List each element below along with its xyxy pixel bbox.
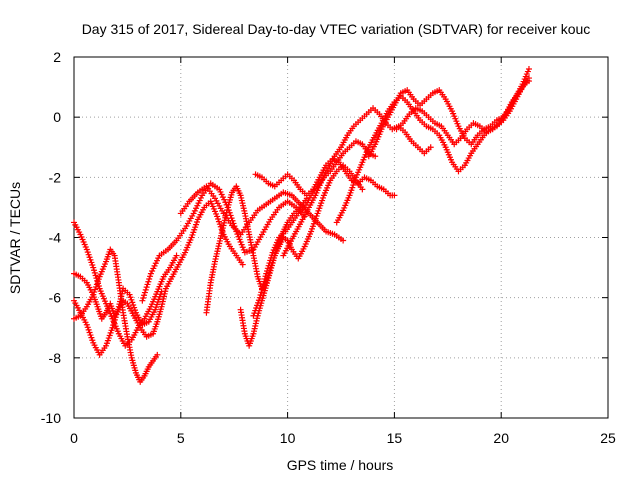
data-point (110, 322, 117, 329)
data-point (114, 308, 121, 315)
x-tick-label: 20 (493, 430, 509, 446)
y-tick-label: -8 (49, 350, 62, 366)
data-point (261, 275, 268, 282)
data-point (239, 261, 246, 268)
data-point (260, 281, 267, 288)
y-tick-label: -6 (49, 290, 62, 306)
data-point (115, 306, 122, 313)
y-tick-label: 0 (53, 109, 61, 125)
data-point (92, 272, 99, 279)
data-point (264, 267, 271, 274)
data-point (91, 269, 98, 276)
data-point (268, 254, 275, 261)
data-point (372, 153, 379, 160)
data-point (262, 273, 269, 280)
tick-labels: 0 5 10 15 20 25 -10 -8 -6 -4 -2 0 2 (41, 49, 616, 446)
data-point (239, 244, 246, 251)
chart-title: Day 315 of 2017, Sidereal Day-to-day VTE… (82, 21, 591, 37)
y-axis-label: SDTVAR / TECUs (7, 182, 23, 294)
x-tick-label: 5 (177, 430, 185, 446)
data-point (525, 78, 532, 85)
data-points (71, 66, 532, 385)
data-point (259, 283, 266, 290)
data-point (144, 281, 151, 288)
x-tick-label: 10 (280, 430, 296, 446)
data-point (238, 241, 245, 248)
data-point (263, 270, 270, 277)
data-point (109, 324, 116, 331)
data-point (139, 297, 146, 304)
data-point (258, 286, 265, 293)
data-point (268, 252, 275, 259)
data-point (147, 273, 154, 280)
data-point (91, 267, 98, 274)
data-point (258, 289, 265, 296)
data-point (90, 264, 97, 271)
data-point (142, 286, 149, 293)
data-point (261, 278, 268, 285)
x-tick-label: 15 (387, 430, 403, 446)
data-point (140, 294, 147, 301)
data-point (146, 276, 153, 283)
data-point (173, 252, 180, 259)
x-tick-label: 25 (600, 430, 616, 446)
data-point (266, 260, 273, 267)
data-point (240, 246, 247, 253)
data-point (340, 237, 347, 244)
data-point (236, 236, 243, 243)
y-tick-label: -10 (41, 410, 61, 426)
data-point (264, 265, 271, 272)
data-point (112, 314, 119, 321)
data-point (113, 311, 120, 318)
data-point (143, 284, 150, 291)
data-point (257, 291, 264, 298)
data-point (154, 351, 161, 358)
axis-ticks (73, 56, 609, 419)
data-point (265, 262, 272, 269)
x-axis-label: GPS time / hours (287, 457, 394, 473)
x-tick-label: 0 (70, 430, 78, 446)
data-point (267, 257, 274, 264)
data-point (111, 316, 118, 323)
data-point (525, 66, 532, 73)
data-point (141, 292, 148, 299)
data-point (111, 319, 118, 326)
data-point (256, 294, 263, 301)
data-point (145, 278, 152, 285)
data-point (391, 192, 398, 199)
y-tick-label: -2 (49, 169, 62, 185)
data-point (359, 186, 366, 193)
data-point (158, 288, 165, 295)
y-tick-label: -4 (49, 230, 62, 246)
y-tick-label: 2 (53, 49, 61, 65)
data-point (141, 289, 148, 296)
data-point (427, 144, 434, 151)
data-point (237, 239, 244, 246)
